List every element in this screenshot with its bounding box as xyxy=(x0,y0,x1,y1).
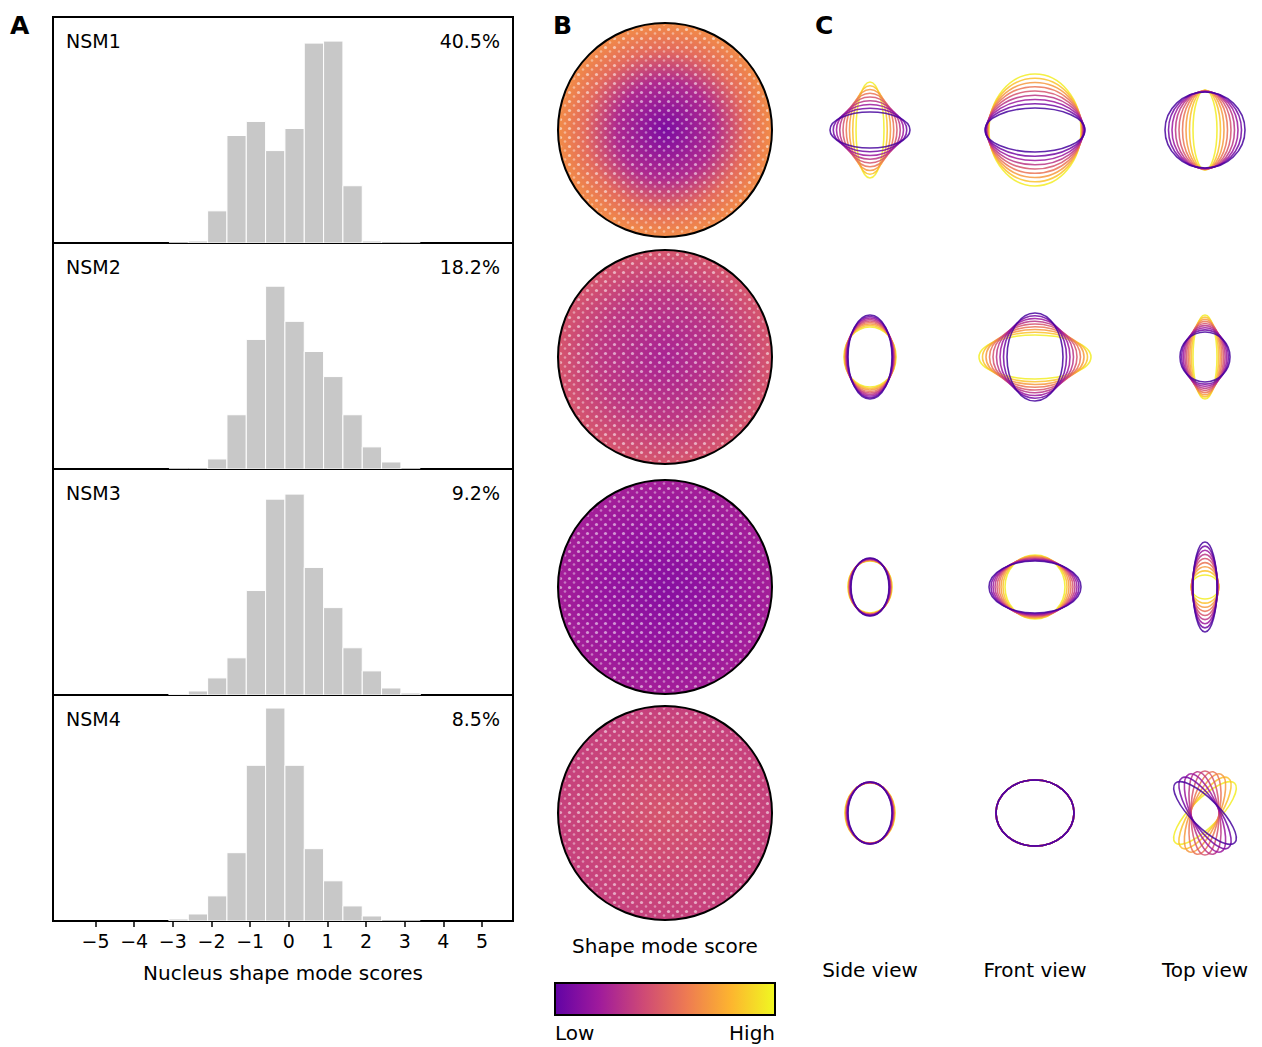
svg-text:A: A xyxy=(10,11,30,40)
svg-text:−3: −3 xyxy=(159,930,187,952)
svg-text:2: 2 xyxy=(360,930,372,952)
svg-text:Side view: Side view xyxy=(822,958,918,982)
svg-text:−2: −2 xyxy=(197,930,225,952)
svg-text:NSM2: NSM2 xyxy=(66,256,121,278)
svg-text:NSM4: NSM4 xyxy=(66,708,121,730)
svg-text:Front view: Front view xyxy=(984,958,1087,982)
svg-text:C: C xyxy=(815,11,833,40)
svg-text:−1: −1 xyxy=(236,930,264,952)
svg-text:NSM3: NSM3 xyxy=(66,482,121,504)
svg-text:9.2%: 9.2% xyxy=(452,482,500,504)
svg-text:Shape mode score: Shape mode score xyxy=(572,934,758,958)
svg-text:Nucleus shape mode scores: Nucleus shape mode scores xyxy=(143,961,423,985)
svg-text:40.5%: 40.5% xyxy=(440,30,500,52)
svg-text:B: B xyxy=(553,11,572,40)
svg-text:Top view: Top view xyxy=(1161,958,1248,982)
svg-text:−5: −5 xyxy=(82,930,110,952)
svg-text:5: 5 xyxy=(476,930,488,952)
svg-text:NSM1: NSM1 xyxy=(66,30,121,52)
svg-text:High: High xyxy=(729,1021,775,1045)
svg-text:−4: −4 xyxy=(120,930,148,952)
svg-text:8.5%: 8.5% xyxy=(452,708,500,730)
svg-text:1: 1 xyxy=(321,930,333,952)
svg-text:0: 0 xyxy=(283,930,295,952)
svg-text:18.2%: 18.2% xyxy=(440,256,500,278)
svg-text:3: 3 xyxy=(399,930,411,952)
svg-text:Low: Low xyxy=(555,1021,594,1045)
svg-text:4: 4 xyxy=(437,930,449,952)
